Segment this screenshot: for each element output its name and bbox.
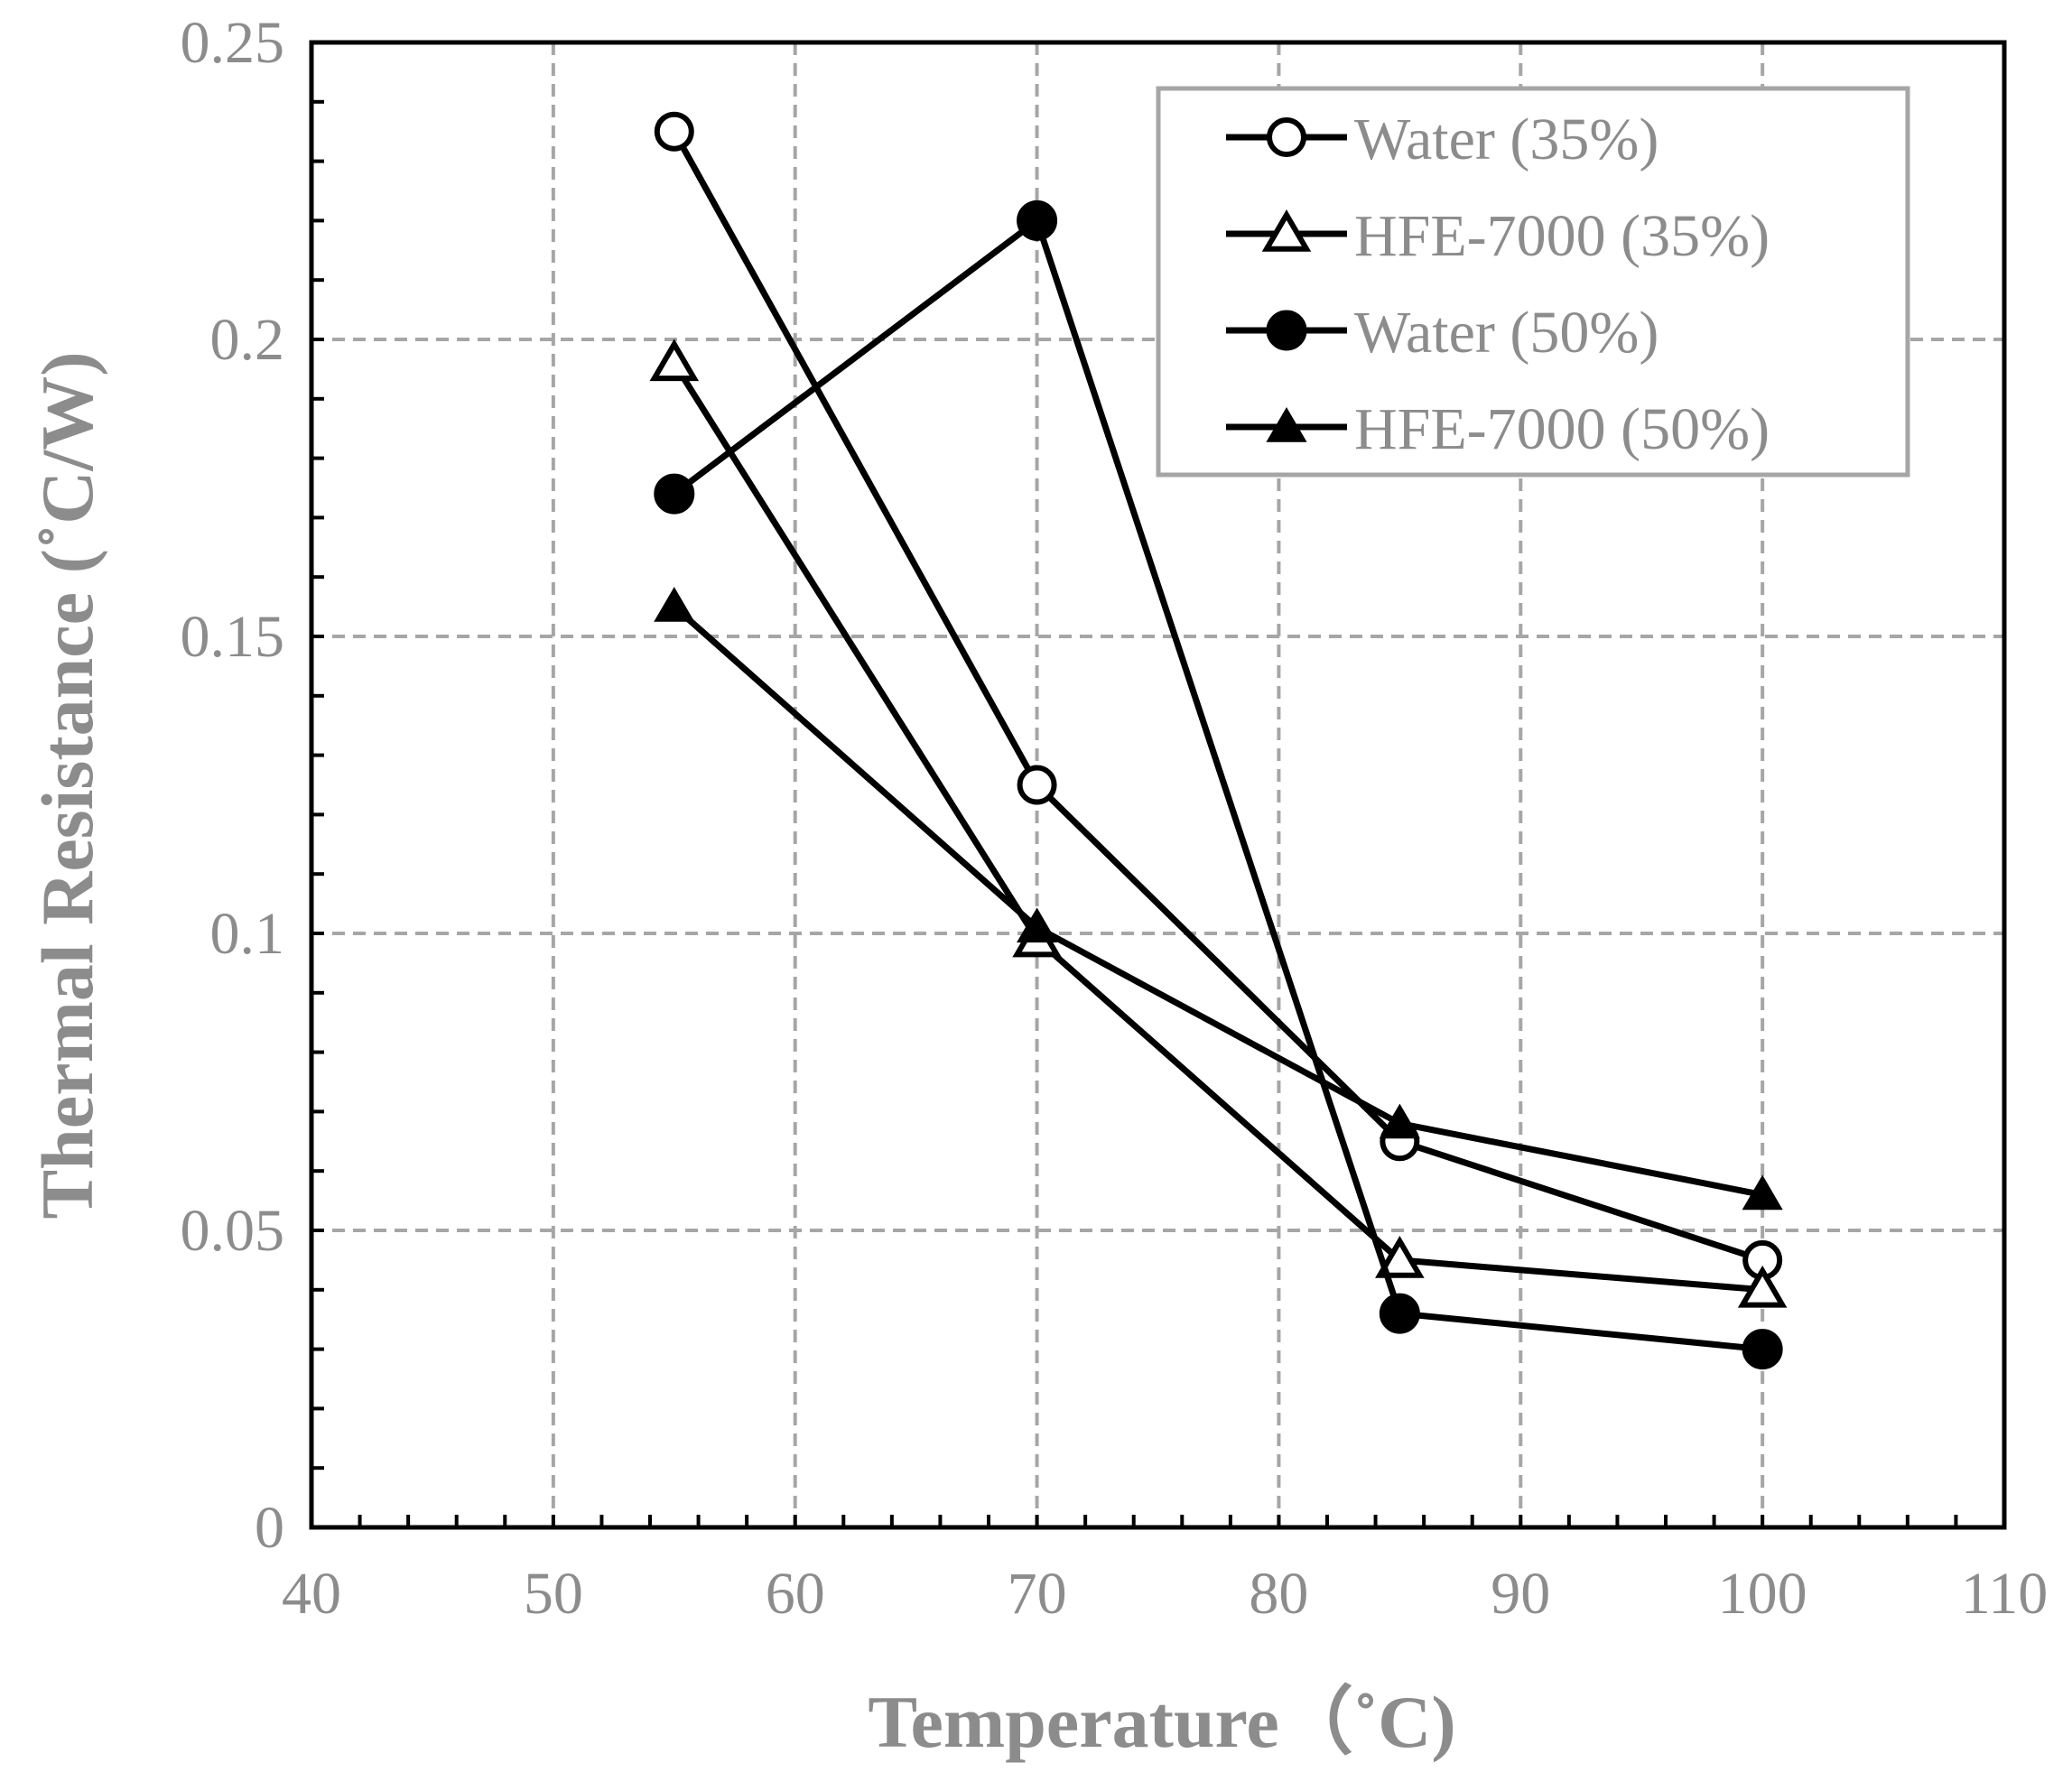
- legend: Water (35%) HFE-7000 (35%) Water (50%) HFE-…: [1156, 86, 1910, 478]
- series-line: [672, 217, 1763, 1353]
- axes: [309, 40, 2007, 1530]
- y-tick-label: 0: [255, 1495, 284, 1561]
- data-point: [1737, 1265, 1788, 1308]
- x-tick-label: 70: [1008, 1561, 1067, 1627]
- series-line: [671, 130, 1764, 1264]
- series-2: [649, 339, 1788, 1308]
- x-tick-label: 100: [1718, 1561, 1807, 1627]
- data-point: [1742, 1174, 1783, 1211]
- x-tick-label: 90: [1491, 1561, 1550, 1627]
- legend-label: Water (35%): [1354, 107, 1659, 172]
- y-axis-title: Thermal Resistance (˚C/W): [26, 351, 108, 1219]
- data-point: [654, 587, 695, 622]
- data-point: [1017, 907, 1058, 943]
- legend-label: HFE-7000 (35%): [1354, 203, 1770, 269]
- data-point: [649, 339, 700, 382]
- legend-label: HFE-7000 (50%): [1354, 396, 1770, 462]
- y-tick-label: 0.1: [210, 901, 285, 967]
- x-tick-label: 50: [524, 1561, 583, 1627]
- y-tick-label: 0.05: [181, 1198, 285, 1264]
- plot-frame: [309, 40, 2007, 1530]
- data-point: [1379, 1293, 1420, 1334]
- legend-item: HFE-7000 (50%): [1226, 396, 1770, 462]
- y-tick-label: 0.25: [181, 10, 285, 76]
- data-point: [1017, 199, 1058, 241]
- data-point: [654, 111, 694, 152]
- legend-marker: [1267, 117, 1306, 157]
- data-point: [654, 473, 695, 515]
- series-3: [654, 199, 1783, 1370]
- legend-marker: [1266, 407, 1307, 442]
- data-point: [1742, 1329, 1783, 1370]
- x-tick-label: 80: [1249, 1561, 1308, 1627]
- series-4: [654, 587, 1783, 1211]
- legend-item: Water (35%): [1226, 107, 1659, 172]
- legend-item: HFE-7000 (35%): [1226, 203, 1770, 269]
- data-point: [1375, 1235, 1425, 1278]
- legend-item: Water (50%): [1226, 300, 1659, 366]
- x-tick-label: 110: [1961, 1561, 2049, 1627]
- series-line: [672, 604, 1763, 1198]
- data-point: [1017, 765, 1057, 805]
- x-axis-title: Temperature（˚C): [868, 1681, 1455, 1763]
- x-tick-label: 60: [766, 1561, 825, 1627]
- legend-label: Water (50%): [1354, 300, 1659, 366]
- series-line: [671, 361, 1763, 1294]
- x-tick-label: 40: [282, 1561, 341, 1627]
- legend-marker: [1261, 209, 1312, 252]
- y-tick-label: 0.15: [181, 604, 285, 670]
- data-point: [1379, 1103, 1420, 1139]
- y-tick-label: 0.2: [210, 307, 285, 373]
- series-group: [649, 111, 1788, 1370]
- legend-marker: [1266, 310, 1307, 351]
- tick-labels: 40 50 60 70 80 90 100 110 0 0.05 0.1 0.15 0.2 0.25: [181, 10, 2049, 1627]
